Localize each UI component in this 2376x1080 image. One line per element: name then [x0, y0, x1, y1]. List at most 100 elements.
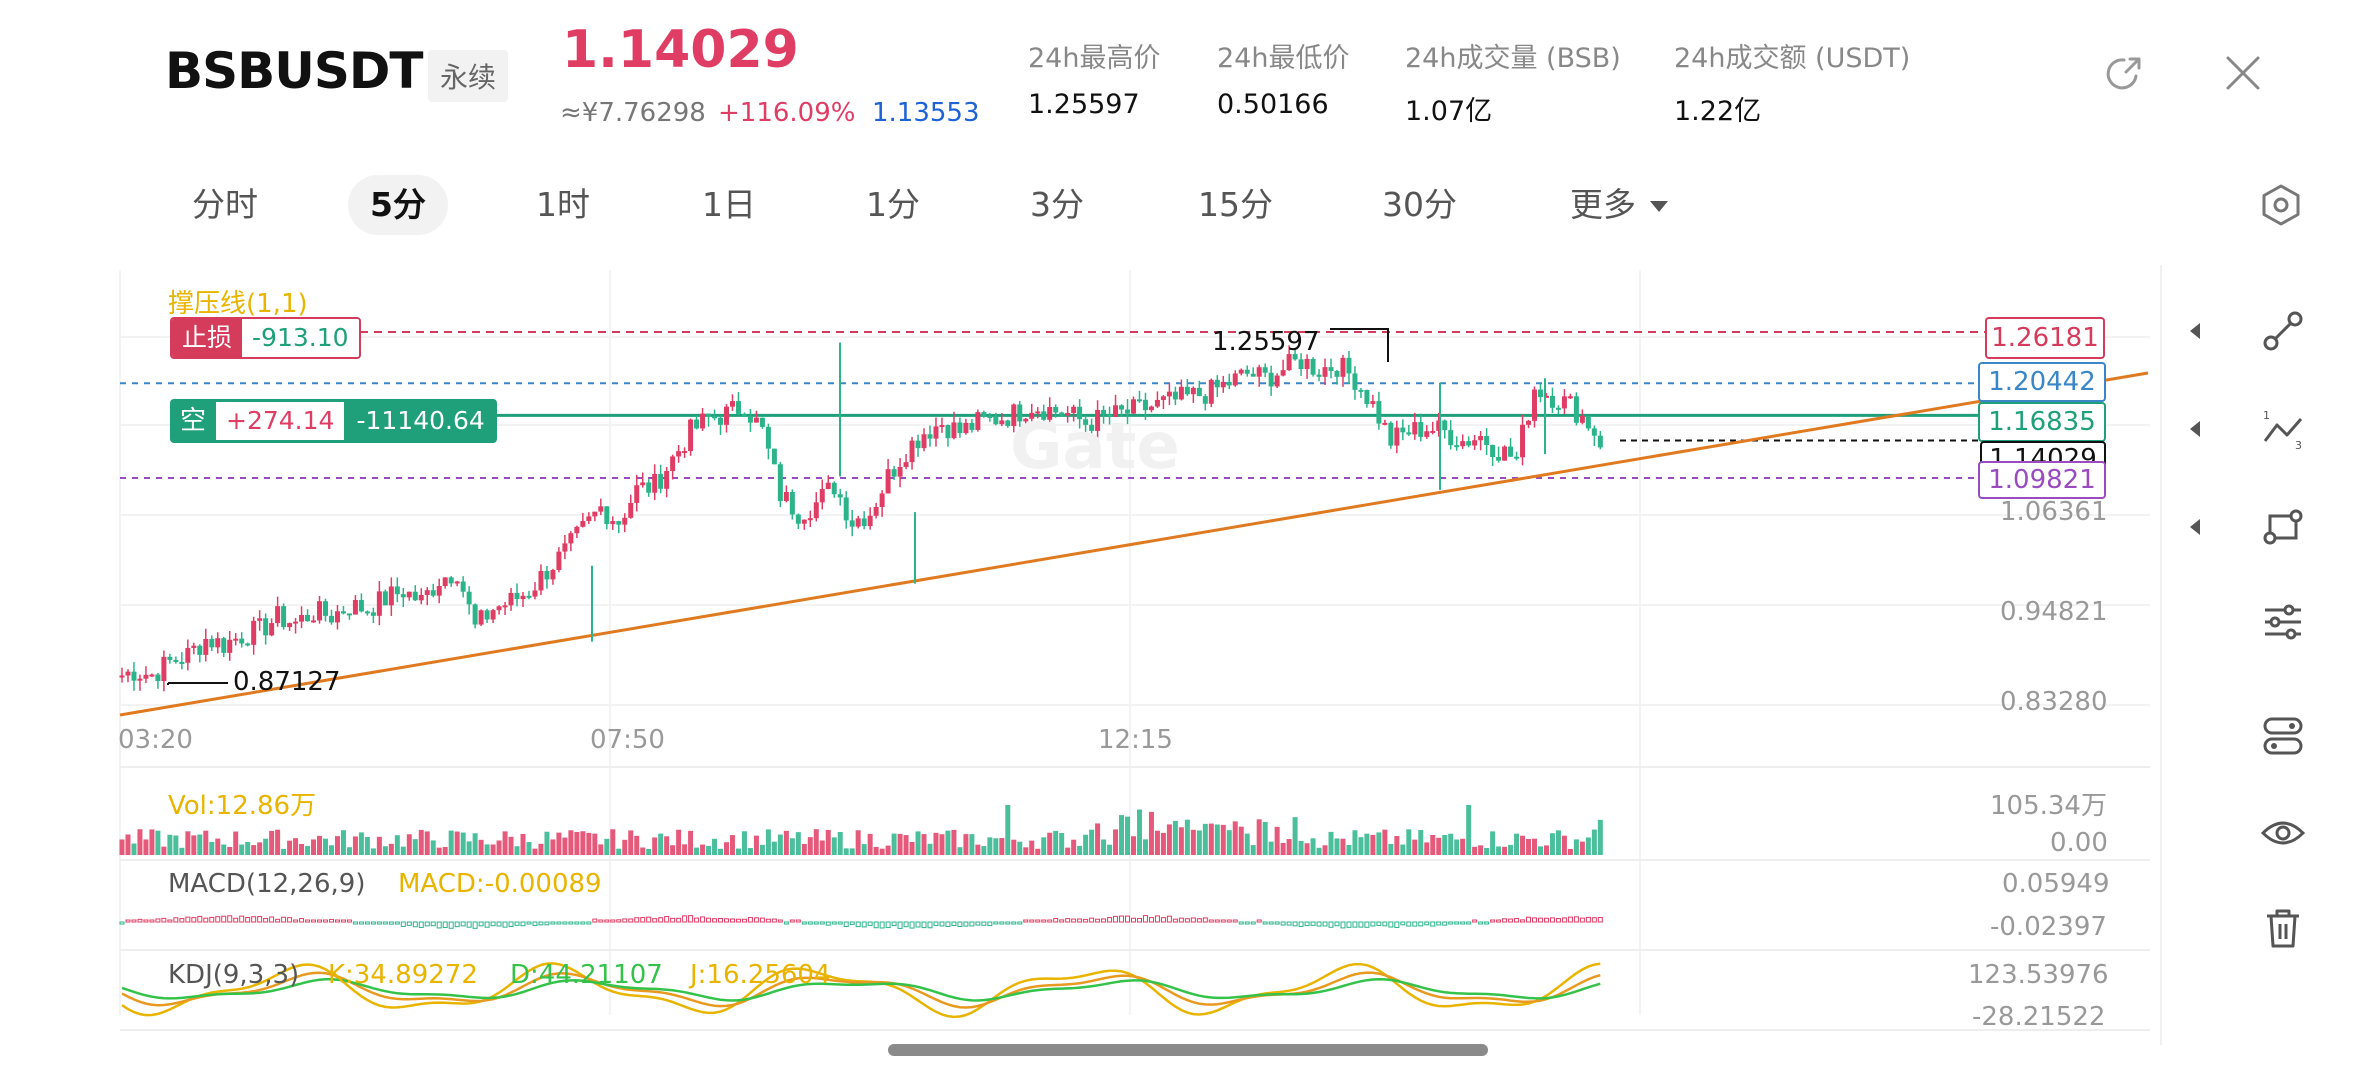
- volume-bar: [706, 845, 712, 855]
- macd-value: MACD:-0.00089: [398, 869, 602, 899]
- stat-label: 24h成交额 (USDT): [1674, 43, 1911, 74]
- volume-bar: [1388, 844, 1394, 855]
- candle-body: [1400, 427, 1406, 433]
- macd-bar: [1406, 921, 1412, 927]
- fibonacci-tool-button[interactable]: 1 3: [2242, 388, 2324, 470]
- volume-bar: [676, 829, 682, 855]
- macd-bar: [209, 916, 215, 923]
- visibility-button[interactable]: [2242, 792, 2324, 874]
- macd-bar: [735, 918, 741, 923]
- kline-chart[interactable]: 撑压线(1,1) 止损 -913.10 空 +274.14 -11140.64 …: [0, 265, 2160, 1045]
- kdj-k-line: [121, 971, 1601, 1009]
- macd-bar: [1394, 921, 1400, 928]
- candle-body: [795, 514, 801, 524]
- macd-bar: [1190, 917, 1196, 923]
- tab-3m[interactable]: 3分: [1030, 185, 1084, 224]
- macd-bar: [849, 921, 855, 925]
- chart-canvas[interactable]: [0, 265, 2160, 1045]
- volume-bar: [849, 848, 855, 855]
- tab-30m[interactable]: 30分: [1382, 185, 1457, 224]
- tab-1h[interactable]: 1时: [536, 185, 590, 224]
- volume-bar: [1567, 848, 1573, 855]
- macd-bar: [1166, 915, 1172, 923]
- volume-bar: [484, 844, 490, 855]
- volume-bar: [1585, 837, 1591, 855]
- volume-max: 105.34万: [1990, 791, 2107, 821]
- tab-5m[interactable]: 5分: [348, 175, 448, 235]
- volume-bar: [418, 829, 424, 855]
- volume-bar: [909, 841, 915, 855]
- candle-body: [825, 482, 831, 490]
- macd-max: 0.05949: [2002, 869, 2110, 899]
- volume-bar: [143, 839, 149, 855]
- candle-body: [1478, 436, 1484, 441]
- tab-1d[interactable]: 1日: [702, 185, 756, 224]
- tab-fenshi[interactable]: 分时: [192, 185, 258, 224]
- candle-body: [263, 618, 269, 636]
- volume-bar: [1364, 833, 1370, 855]
- candle-body: [478, 610, 484, 625]
- layers-button[interactable]: [2242, 695, 2324, 777]
- volume-bar: [1113, 829, 1119, 855]
- expand-caret-icon[interactable]: [2190, 323, 2200, 339]
- macd-bar: [1597, 917, 1603, 923]
- delete-drawings-button[interactable]: [2242, 887, 2324, 969]
- candle-body: [1160, 396, 1166, 400]
- expand-caret-icon[interactable]: [2190, 421, 2200, 437]
- macd-bar: [466, 921, 472, 928]
- volume-bar: [897, 833, 903, 855]
- macd-min: -0.02397: [1990, 912, 2107, 942]
- volume-bar: [1370, 834, 1376, 855]
- candle-body: [1442, 420, 1448, 431]
- tab-1m[interactable]: 1分: [866, 185, 920, 224]
- chart-settings-button[interactable]: [2256, 180, 2306, 230]
- macd-bar: [939, 921, 945, 927]
- volume-bar: [556, 832, 562, 855]
- candle-body: [1202, 396, 1208, 404]
- home-indicator[interactable]: [888, 1044, 1488, 1056]
- volume-bar: [430, 840, 436, 855]
- volume-bar: [1304, 843, 1310, 855]
- volume-bar: [251, 845, 257, 855]
- candle-body: [646, 482, 652, 493]
- candle-body: [1136, 399, 1142, 402]
- macd-bar: [454, 921, 460, 928]
- macd-bar: [514, 921, 520, 926]
- indicator-settings-button[interactable]: [2242, 581, 2324, 663]
- macd-bar: [370, 921, 376, 925]
- close-button[interactable]: [2220, 50, 2266, 96]
- x-axis-tick: 07:50: [590, 725, 665, 755]
- position-tag[interactable]: 空 +274.14 -11140.64: [170, 399, 497, 443]
- shape-tool-button[interactable]: [2242, 486, 2324, 568]
- kdj-j-value: J:16.25604: [690, 960, 831, 990]
- volume-bar: [460, 832, 466, 855]
- candle-body: [969, 422, 975, 430]
- macd-bar: [251, 916, 257, 923]
- tab-more[interactable]: 更多: [1548, 175, 1690, 235]
- trash-icon: [2267, 909, 2299, 948]
- macd-bar: [472, 921, 478, 929]
- y-axis-tick: 0.83280: [2000, 687, 2108, 717]
- macd-bar: [544, 921, 550, 926]
- share-button[interactable]: [2100, 50, 2146, 96]
- expand-caret-icon[interactable]: [2190, 519, 2200, 535]
- stop-loss-tag[interactable]: 止损 -913.10: [170, 317, 361, 359]
- candle-body: [1532, 389, 1538, 421]
- candle-body: [1448, 430, 1454, 446]
- header: BSBUSDT 永续 1.14029 ≈¥7.76298 +116.09% 1.…: [0, 0, 2376, 150]
- candle-body: [927, 434, 933, 439]
- low-price-marker: 0.87127: [233, 667, 341, 697]
- volume-bar: [987, 837, 993, 855]
- macd-bar: [460, 921, 466, 927]
- candle-body: [807, 518, 813, 521]
- contract-type-badge: 永续: [428, 50, 509, 102]
- macd-bar: [1508, 918, 1514, 923]
- macd-bar: [1555, 918, 1561, 923]
- line-tool-button[interactable]: [2242, 290, 2324, 372]
- candle-body: [484, 610, 490, 620]
- volume-bar: [1532, 838, 1538, 855]
- macd-bar: [1412, 921, 1418, 927]
- candle-body: [610, 521, 616, 525]
- tab-15m[interactable]: 15分: [1198, 185, 1273, 224]
- macd-bar: [1388, 921, 1394, 928]
